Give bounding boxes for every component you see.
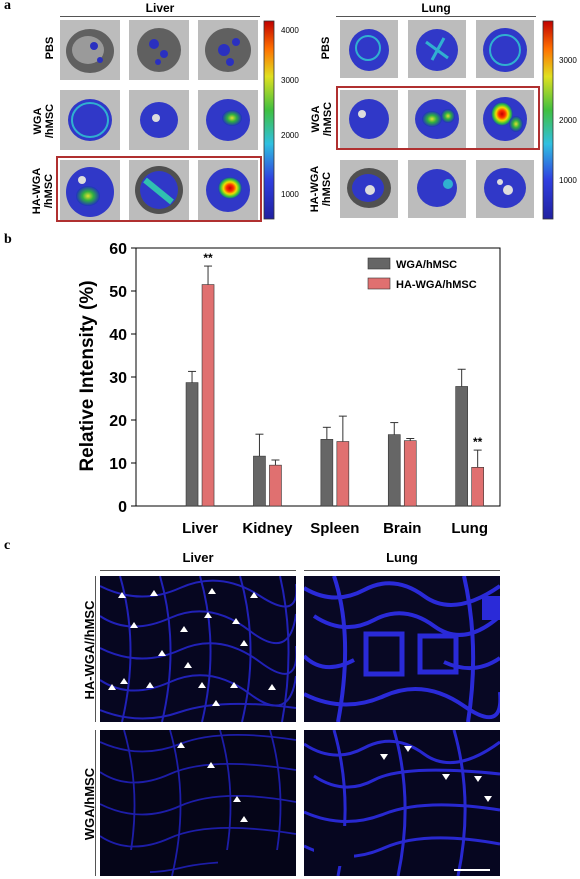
- x-tick-label: Liver: [182, 520, 218, 536]
- lung-cbar-tick-2000: 2000: [559, 116, 577, 125]
- lung-hawga-tile-3: [476, 160, 534, 218]
- liver-hawga-highlight-box: [56, 156, 262, 222]
- liver-pbs-tile-1: [60, 20, 120, 80]
- panel-a-lung-title: Lung: [421, 1, 451, 15]
- bar: [253, 455, 266, 507]
- liver-cbar-tick-1000: 1000: [281, 190, 299, 199]
- liver-pbs-tile-2: [129, 20, 189, 80]
- bar: [471, 467, 484, 507]
- bar: [320, 439, 334, 507]
- lung-cbar-tick-1000: 1000: [559, 176, 577, 185]
- chart-y-axis-label: Relative Intensity (%): [77, 280, 98, 471]
- lung-pbs-tile-2: [408, 20, 466, 78]
- x-tick-label: Kidney: [242, 520, 293, 536]
- liver-imaging-grid: [60, 20, 258, 220]
- panel-c-letter: c: [4, 538, 11, 553]
- lung-hawga-tile-2: [408, 160, 466, 218]
- panel-a-lung-row-label-wga: WGA /hMSC: [310, 101, 334, 137]
- panel-c-row-bracket-bottom: [95, 730, 96, 876]
- legend-swatch: [367, 257, 391, 270]
- liver-wga-tile-1: [60, 90, 120, 150]
- liver-colorbar: [263, 20, 275, 220]
- y-tick-label: 20: [109, 413, 127, 430]
- lung-wga-tile-3: [476, 90, 534, 148]
- panel-c-liver-title: Liver: [182, 550, 214, 565]
- liver-cbar-tick-2000: 2000: [281, 131, 299, 140]
- bar: [387, 434, 401, 507]
- panel-a-liver-rule: [60, 16, 260, 17]
- lung-colorbar: [542, 20, 554, 220]
- lung-imaging-grid: [340, 20, 534, 218]
- micrograph-liver-hawga: [100, 576, 296, 722]
- liver-cbar-tick-3000: 3000: [281, 76, 299, 85]
- lung-wga-tile-2: [408, 90, 466, 148]
- bar: [455, 386, 468, 507]
- x-tick-label: Brain: [383, 520, 421, 536]
- panel-c-row-label-top: HA-WGA//hMSC: [82, 600, 97, 700]
- panel-b-letter: b: [4, 232, 12, 247]
- micrograph-lung-wga: [304, 730, 500, 876]
- chart-bars: ** **: [185, 251, 484, 507]
- panel-a-lung-rule: [336, 16, 536, 17]
- panel-c-row-label-bottom: WGA/hMSC: [82, 767, 97, 841]
- y-tick-label: 50: [109, 284, 127, 301]
- bar: [201, 284, 215, 507]
- liver-wga-tile-3: [198, 90, 258, 150]
- liver-wga-tile-2: [129, 90, 189, 150]
- y-tick-label: 10: [109, 456, 127, 473]
- chart-legend: WGA/hMSC HA-WGA/hMSC: [367, 257, 477, 291]
- panel-a-lung-row-label-pbs: PBS: [320, 36, 332, 60]
- y-tick-label: 40: [109, 327, 127, 344]
- panel-a-lung-row-label-hawga: HA-WGA /hMSC: [309, 165, 333, 213]
- panel-a-row-label-pbs: PBS: [44, 36, 56, 60]
- lung-wga-tile-1: [340, 90, 398, 148]
- legend-label: HA-WGA/hMSC: [396, 279, 477, 291]
- liver-pbs-tile-3: [198, 20, 258, 80]
- significance-marker: **: [203, 251, 213, 265]
- chart-axes: 0 10 20 30 40 50 60 Liver Kidney Spleen Brain Lung: [109, 241, 501, 536]
- x-tick-label: Spleen: [310, 520, 359, 536]
- panel-c-row-bracket-top: [95, 576, 96, 722]
- bar: [336, 441, 350, 507]
- panel-c-lung-rule: [304, 570, 500, 571]
- lung-pbs-tile-1: [340, 20, 398, 78]
- panel-a-liver-title: Liver: [145, 1, 175, 15]
- bar: [403, 440, 417, 507]
- micrograph-lung-hawga: [304, 576, 500, 722]
- lung-wga-highlight-box: [336, 86, 540, 150]
- micrograph-liver-wga: [100, 730, 296, 876]
- bar: [185, 382, 199, 507]
- liver-cbar-tick-4000: 4000: [281, 26, 299, 35]
- lung-cbar-tick-3000: 3000: [559, 56, 577, 65]
- legend-label: WGA/hMSC: [396, 259, 457, 271]
- y-tick-label: 30: [109, 370, 127, 387]
- panel-c-liver-rule: [100, 570, 296, 571]
- y-tick-label: 60: [109, 241, 127, 258]
- liver-hawga-tile-2: [129, 160, 189, 220]
- lung-pbs-tile-3: [476, 20, 534, 78]
- panel-c-lung-title: Lung: [386, 550, 418, 565]
- panel-a-letter: a: [4, 0, 11, 13]
- lung-hawga-tile-1: [340, 160, 398, 218]
- x-tick-label: Lung: [451, 520, 488, 536]
- liver-hawga-tile-1: [60, 160, 120, 220]
- y-tick-label: 0: [118, 499, 127, 516]
- panel-a-row-label-wga: WGA /hMSC: [32, 103, 56, 139]
- liver-hawga-tile-3: [198, 160, 258, 220]
- bar: [269, 464, 282, 507]
- significance-marker: **: [473, 435, 483, 449]
- panel-a-row-label-hawga: HA-WGA /hMSC: [31, 167, 55, 215]
- legend-swatch: [367, 277, 391, 290]
